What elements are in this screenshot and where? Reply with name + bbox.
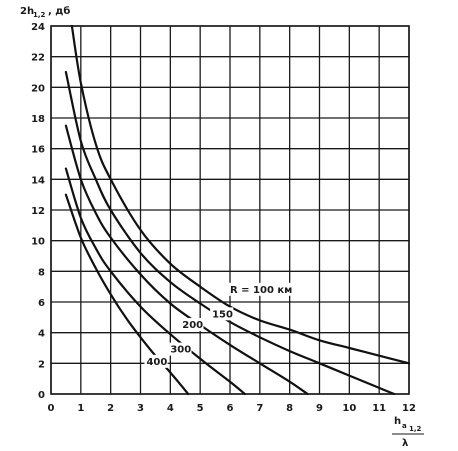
y-tick-label: 16 (31, 145, 45, 156)
x-axis-title-denominator: λ (402, 438, 409, 449)
x-tick-label: 3 (137, 403, 144, 414)
x-tick-label: 2 (107, 403, 114, 414)
y-tick-label: 18 (31, 114, 45, 125)
y-tick-label: 8 (38, 267, 45, 278)
y-tick-label: 10 (31, 237, 45, 248)
curve-label-background (168, 342, 192, 356)
x-axis-title-sub-b: 1,2 (409, 425, 422, 433)
x-tick-label: 5 (197, 403, 204, 414)
y-tick-label: 6 (38, 298, 45, 309)
curve-label: 200 (182, 320, 203, 331)
curve-label-background (144, 354, 168, 368)
curve-label: 400 (146, 357, 167, 368)
series-line-2 (64, 124, 309, 396)
x-axis-title-main: h (394, 416, 401, 427)
x-tick-label: 9 (316, 403, 323, 414)
x-tick-label: 4 (167, 403, 174, 414)
x-tick-label: 12 (402, 403, 416, 414)
curve-label: R = 100 км (230, 285, 292, 296)
curve-label-background (228, 282, 296, 296)
curve-label: 300 (170, 345, 191, 356)
x-tick-label: 8 (286, 403, 293, 414)
plot-frame (50, 25, 410, 395)
y-tick-label: 22 (31, 53, 45, 64)
curve-label-background (180, 318, 204, 332)
series-line-0 (70, 24, 411, 365)
y-axis-title-unit: , дб (48, 5, 70, 17)
y-axis-title-main: 2h (20, 6, 34, 17)
x-tick-label: 0 (48, 403, 55, 414)
x-tick-label: 1 (77, 403, 84, 414)
y-tick-label: 24 (31, 22, 45, 33)
x-tick-label: 7 (256, 403, 263, 414)
y-tick-label: 12 (31, 206, 45, 217)
x-tick-label: 11 (372, 403, 386, 414)
series-line-3 (64, 167, 246, 396)
x-axis-title: h a 1,2 λ (392, 416, 424, 449)
x-axis-title-sub-a: a (402, 422, 407, 430)
y-axis-title-sub: 1,2 (33, 11, 46, 19)
y-tick-label: 4 (38, 329, 45, 340)
x-tick-labels: 0 1 2 3 4 5 6 7 8 9 10 11 12 (48, 403, 416, 414)
curve-label: 150 (212, 309, 233, 320)
x-tick-label: 10 (342, 403, 356, 414)
y-tick-label: 0 (38, 390, 45, 401)
x-tick-label: 6 (227, 403, 234, 414)
grid (50, 25, 410, 395)
y-tick-label: 20 (31, 83, 45, 94)
y-axis-title: 2h 1,2 , дб (20, 5, 70, 19)
y-tick-label: 14 (31, 175, 45, 186)
y-tick-label: 2 (38, 359, 45, 370)
curve-label-background (210, 307, 234, 321)
